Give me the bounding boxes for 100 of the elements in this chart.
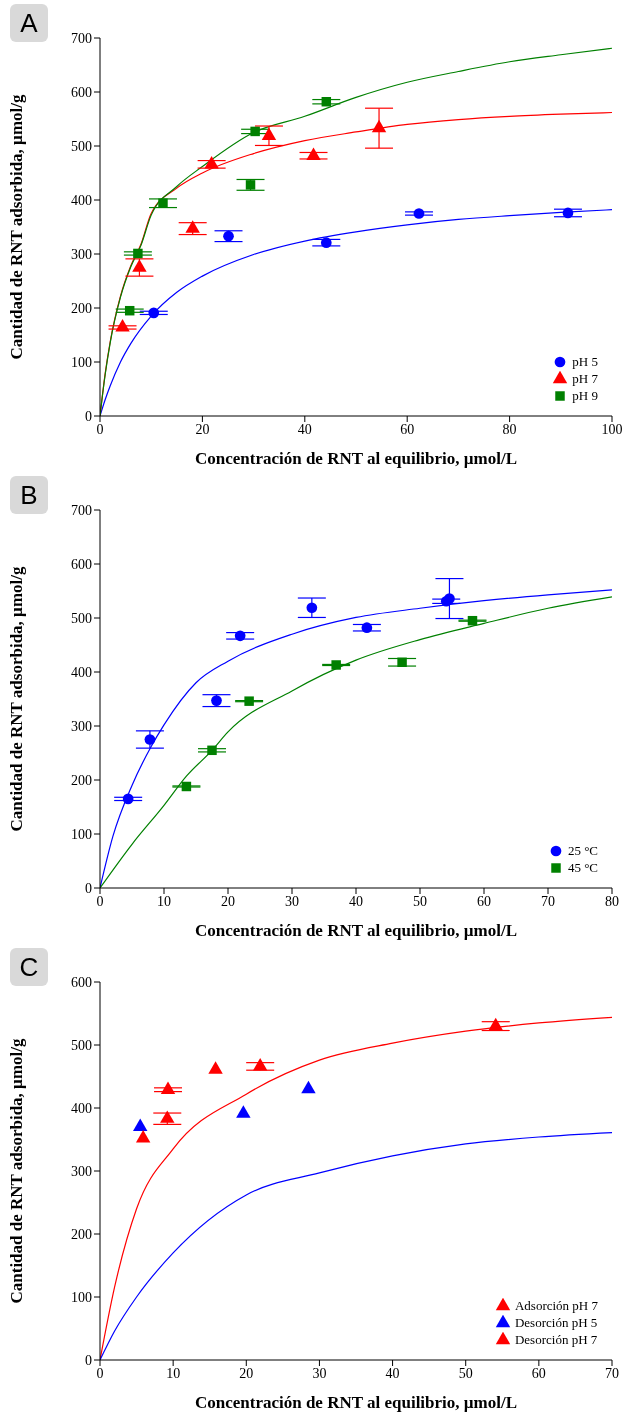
x-tick-label: 0 [96,1365,104,1381]
legend-label: 25 °C [567,842,598,859]
point [306,147,321,160]
point [135,1129,151,1143]
x-tick-label: 60 [477,893,491,909]
x-tick-label: 100 [601,421,623,437]
point [122,793,134,805]
point [144,734,156,745]
x-tick-label: 50 [458,1365,473,1381]
point [160,1081,176,1094]
y-tick-label: 400 [71,1100,92,1116]
point [562,207,574,219]
y-tick-label: 700 [71,30,92,46]
x-tick-label: 20 [239,1365,254,1381]
y-tick-label: 100 [71,1289,92,1305]
y-tick-label: 0 [85,1352,92,1368]
x-tick-label: 30 [312,1365,327,1381]
x-tick-label: 30 [285,893,299,909]
chart-title: B [10,476,48,514]
point [444,593,455,604]
x-tick-label: 40 [297,421,312,437]
x-tick-label: 60 [531,1365,546,1381]
point [160,1110,175,1123]
x-tick-label: 10 [166,1365,181,1381]
point [211,695,222,706]
y-tick-label: 500 [71,138,92,154]
y-tick-label: 100 [71,354,92,370]
x-tick-label: 40 [349,893,363,909]
point [250,126,260,137]
point [397,657,407,668]
point [306,602,318,614]
point [413,208,425,219]
point [245,180,256,190]
x-tick-label: 70 [541,893,555,909]
chart-title: C [10,948,48,986]
point [124,305,135,316]
x-axis-title: Concentración de RNT al equilibrio, µmol/L [194,449,518,468]
point [244,696,254,706]
y-tick-label: 300 [71,1163,92,1179]
x-tick-label: 70 [605,1365,619,1381]
point [185,220,200,233]
x-tick-label: 20 [195,421,210,437]
point [467,615,478,626]
y-tick-label: 600 [71,556,92,572]
point [133,1118,148,1132]
y-tick-label: 400 [71,192,92,208]
point [223,230,234,242]
point [234,630,246,642]
x-tick-label: 60 [400,421,415,437]
point [321,96,332,107]
legend-label: pH 5 [572,353,598,370]
x-axis-title: Concentración de RNT al equilibrio, µmol/L [194,921,518,940]
y-tick-label: 600 [71,84,92,100]
y-tick-label: 500 [71,610,92,626]
point [158,198,168,208]
legend-label: 45 °C [567,859,598,876]
y-tick-label: 0 [85,880,92,896]
point [132,259,147,272]
legend-label: Adsorción pH 7 [514,1297,598,1314]
point [371,119,387,133]
point [181,781,192,792]
y-tick-label: 400 [71,664,92,680]
y-axis-title: Cantidad de RNT adsorbida, µmol/g [7,566,27,832]
y-tick-label: 0 [85,408,92,424]
x-tick-label: 10 [157,893,171,909]
point [252,1058,268,1071]
point [115,319,130,332]
y-tick-label: 300 [71,718,92,734]
legend-label: pH 7 [572,370,598,387]
x-tick-label: 0 [96,893,104,909]
point [204,156,219,169]
legend-label: pH 9 [572,387,598,404]
point [488,1017,503,1031]
point [236,1105,251,1118]
y-tick-label: 200 [71,300,92,316]
y-tick-label: 300 [71,246,92,262]
x-tick-label: 20 [221,893,235,909]
point [331,660,341,670]
y-tick-label: 700 [71,502,92,518]
point [301,1080,316,1094]
x-axis-title: Concentración de RNT al equilibrio, µmol/L [194,1393,518,1412]
point [361,622,373,634]
y-axis-title: Cantidad de RNT adsorbida, µmol/g [7,1038,27,1304]
x-tick-label: 40 [385,1365,400,1381]
y-tick-label: 200 [71,772,92,788]
y-axis-title: Cantidad de RNT adsorbida, µmol/g [7,94,27,360]
x-tick-label: 80 [502,421,517,437]
legend-label: Desorción pH 7 [514,1331,598,1348]
x-tick-label: 0 [96,421,104,437]
point [208,1061,223,1074]
chart-title: A [10,4,48,42]
y-tick-label: 500 [71,1037,92,1053]
y-tick-label: 100 [71,826,92,842]
x-tick-label: 50 [413,893,427,909]
point [207,745,217,756]
point [320,237,332,248]
x-tick-label: 80 [605,893,619,909]
y-tick-label: 200 [71,1226,92,1242]
point [261,127,277,140]
legend-label: Desorción pH 5 [514,1314,598,1331]
